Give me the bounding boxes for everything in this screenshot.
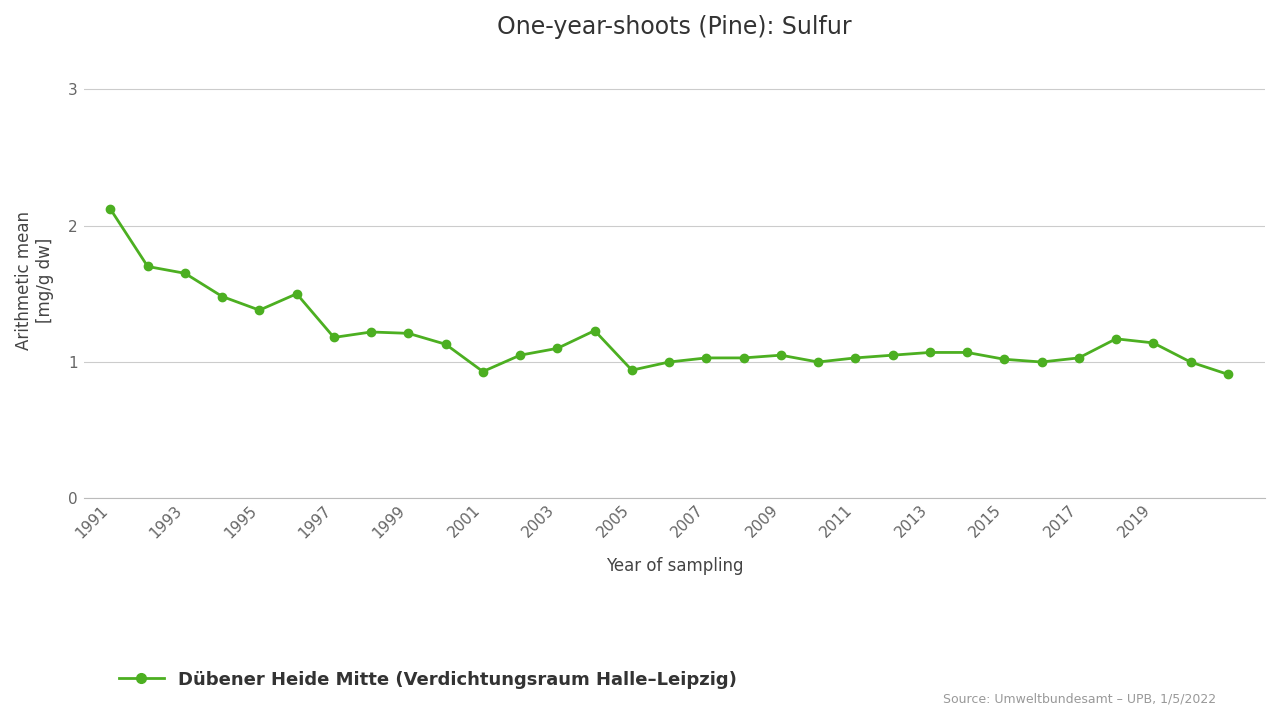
- X-axis label: Year of sampling: Year of sampling: [605, 557, 744, 575]
- Y-axis label: Arithmetic mean
[mg/g dw]: Arithmetic mean [mg/g dw]: [15, 211, 54, 350]
- Legend: Dübener Heide Mitte (Verdichtungsraum Halle–Leipzig): Dübener Heide Mitte (Verdichtungsraum Ha…: [111, 664, 745, 696]
- Text: Source: Umweltbundesamt – UPB, 1/5/2022: Source: Umweltbundesamt – UPB, 1/5/2022: [943, 693, 1216, 706]
- Title: One-year-shoots (Pine): Sulfur: One-year-shoots (Pine): Sulfur: [498, 15, 852, 39]
